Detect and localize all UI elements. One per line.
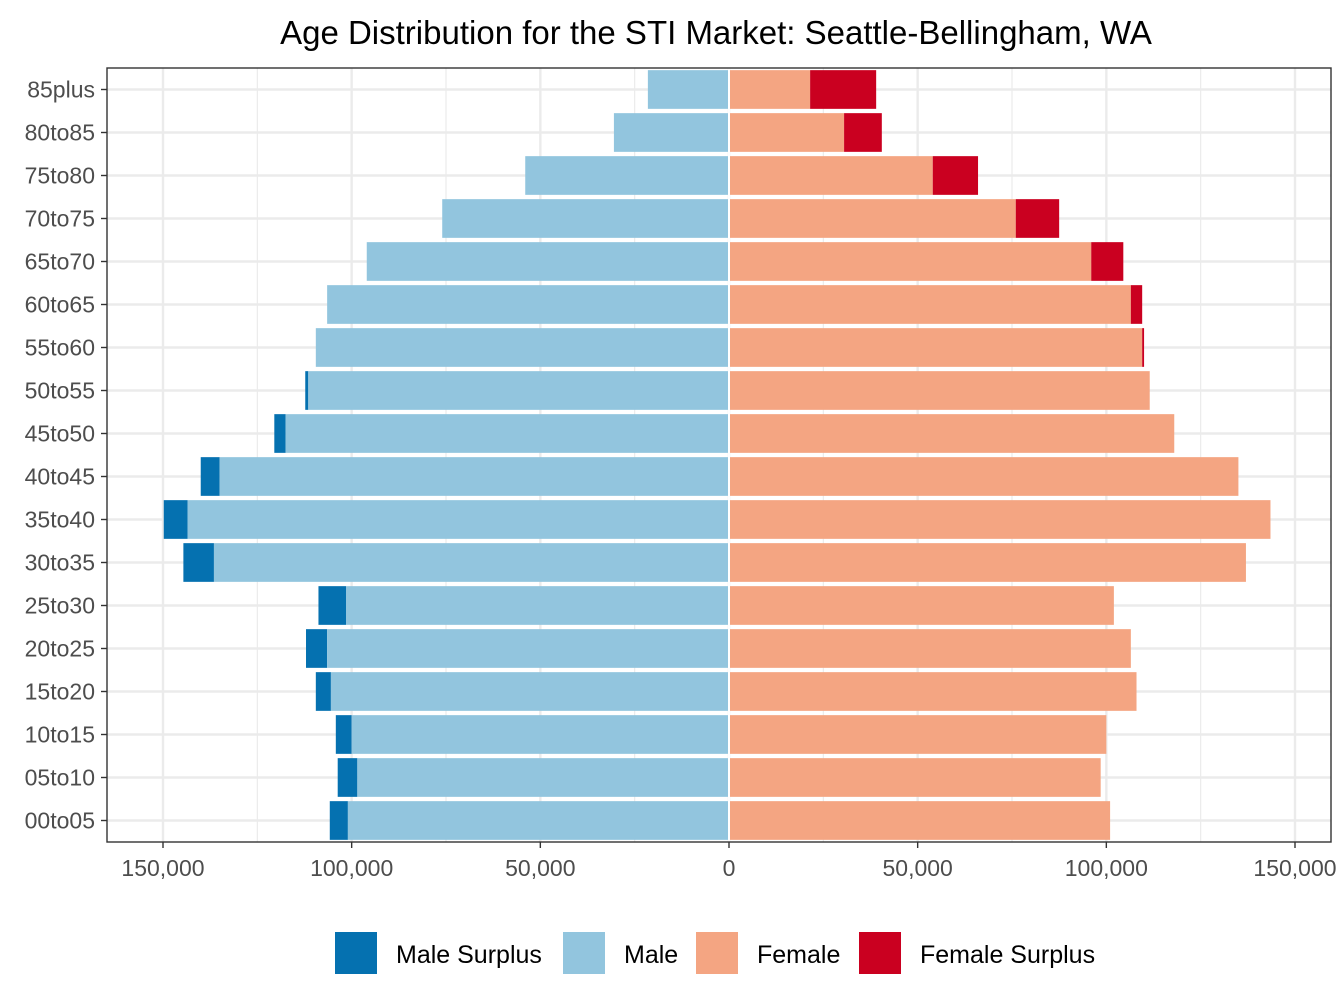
- bar-female-25to30: [729, 586, 1114, 625]
- x-axis: 150,000 100,000 50,000 0 50,000 100,000 150,00…: [121, 842, 1337, 881]
- legend: Male Surplus Male Female Female Surplus: [335, 932, 1095, 974]
- y-tick-label: 05to10: [25, 765, 95, 791]
- legend-item-female: Female: [696, 932, 840, 974]
- y-tick-label: 35to40: [25, 507, 95, 533]
- bar-male-surplus-30to35: [183, 543, 214, 582]
- y-tick-label: 55to60: [25, 335, 95, 361]
- y-axis: 00to05 05to10 10to15 15to20 20to25 25to30 30to…: [25, 77, 107, 834]
- bar-male-50to55: [308, 371, 729, 410]
- x-tick-label: 150,000: [1253, 855, 1336, 881]
- bar-male-30to35: [213, 543, 729, 582]
- bar-female-surplus-85plus: [810, 70, 877, 109]
- legend-swatch: [563, 932, 605, 974]
- y-tick-label: 50to55: [25, 378, 95, 404]
- bar-male-25to30: [346, 586, 729, 625]
- bar-female-70to75: [729, 199, 1016, 238]
- y-tick-label: 00to05: [25, 808, 95, 834]
- y-tick-label: 85plus: [27, 77, 95, 103]
- y-tick-label: 10to15: [25, 722, 95, 748]
- plot-panel-border: [106, 67, 1332, 843]
- y-tick-label: 60to65: [25, 292, 95, 318]
- bar-female-60to65: [729, 285, 1131, 324]
- bar-female-35to40: [729, 500, 1271, 539]
- bar-female-85plus: [729, 70, 811, 109]
- legend-swatch: [335, 932, 377, 974]
- bar-female-75to80: [729, 156, 933, 195]
- bar-female-surplus-75to80: [932, 156, 979, 195]
- bar-male-surplus-00to05: [329, 801, 348, 840]
- y-tick-label: 75to80: [25, 163, 95, 189]
- y-tick-label: 25to30: [25, 593, 95, 619]
- bar-male-45to50: [285, 414, 729, 453]
- bar-female-10to15: [729, 715, 1107, 754]
- legend-label: Female: [757, 941, 840, 969]
- bar-male-surplus-35to40: [163, 500, 188, 539]
- bar-male-85plus: [647, 70, 729, 109]
- bar-male-surplus-15to20: [315, 672, 331, 711]
- bar-female-20to25: [729, 629, 1131, 668]
- legend-item-male-surplus: Male Surplus: [335, 932, 542, 974]
- bar-male-surplus-10to15: [335, 715, 352, 754]
- legend-label: Male Surplus: [396, 941, 542, 969]
- bar-male-05to10: [357, 758, 729, 797]
- bar-male-35to40: [187, 500, 729, 539]
- bar-male-55to60: [315, 328, 729, 367]
- y-tick-label: 80to85: [25, 120, 95, 146]
- bar-female-surplus-70to75: [1015, 199, 1060, 238]
- x-tick-label: 0: [723, 855, 736, 881]
- y-tick-label: 15to20: [25, 679, 95, 705]
- bar-female-surplus-55to60: [1142, 328, 1145, 367]
- bar-male-00to05: [347, 801, 729, 840]
- bar-male-10to15: [351, 715, 729, 754]
- x-tick-label: 150,000: [121, 855, 204, 881]
- legend-swatch: [859, 932, 901, 974]
- bar-male-70to75: [442, 199, 729, 238]
- bar-female-80to85: [729, 113, 845, 152]
- bar-female-45to50: [729, 414, 1175, 453]
- bar-female-30to35: [729, 543, 1246, 582]
- bar-female-15to20: [729, 672, 1137, 711]
- y-tick-label: 30to35: [25, 550, 95, 576]
- bar-male-75to80: [525, 156, 729, 195]
- legend-item-female-surplus: Female Surplus: [859, 932, 1095, 974]
- bar-female-05to10: [729, 758, 1101, 797]
- chart-title: Age Distribution for the STI Market: Sea…: [280, 14, 1152, 51]
- bar-male-surplus-25to30: [318, 586, 347, 625]
- bar-female-surplus-60to65: [1130, 285, 1143, 324]
- bar-female-55to60: [729, 328, 1143, 367]
- x-tick-label: 50,000: [505, 855, 575, 881]
- bar-female-surplus-65to70: [1091, 242, 1124, 281]
- bar-male-60to65: [327, 285, 729, 324]
- bar-male-surplus-05to10: [337, 758, 358, 797]
- bar-female-50to55: [729, 371, 1150, 410]
- bar-male-20to25: [327, 629, 729, 668]
- bar-male-surplus-45to50: [274, 414, 286, 453]
- bar-female-40to45: [729, 457, 1239, 496]
- bar-male-65to70: [366, 242, 729, 281]
- y-tick-label: 20to25: [25, 636, 95, 662]
- bar-male-80to85: [613, 113, 729, 152]
- y-tick-label: 70to75: [25, 206, 95, 232]
- x-tick-label: 50,000: [882, 855, 952, 881]
- bar-male-15to20: [330, 672, 729, 711]
- legend-label: Male: [624, 941, 678, 969]
- y-tick-label: 65to70: [25, 249, 95, 275]
- bars-group: [163, 68, 1271, 842]
- bar-male-40to45: [219, 457, 729, 496]
- x-tick-label: 100,000: [1065, 855, 1148, 881]
- bar-female-00to05: [729, 801, 1111, 840]
- bar-male-surplus-40to45: [200, 457, 220, 496]
- x-tick-label: 100,000: [310, 855, 393, 881]
- bar-male-surplus-50to55: [305, 371, 309, 410]
- y-tick-label: 40to45: [25, 464, 95, 490]
- bar-female-surplus-80to85: [844, 113, 882, 152]
- legend-item-male: Male: [563, 932, 678, 974]
- legend-swatch: [696, 932, 738, 974]
- bar-male-surplus-20to25: [306, 629, 328, 668]
- y-tick-label: 45to50: [25, 421, 95, 447]
- legend-label: Female Surplus: [920, 941, 1095, 969]
- bar-female-65to70: [729, 242, 1092, 281]
